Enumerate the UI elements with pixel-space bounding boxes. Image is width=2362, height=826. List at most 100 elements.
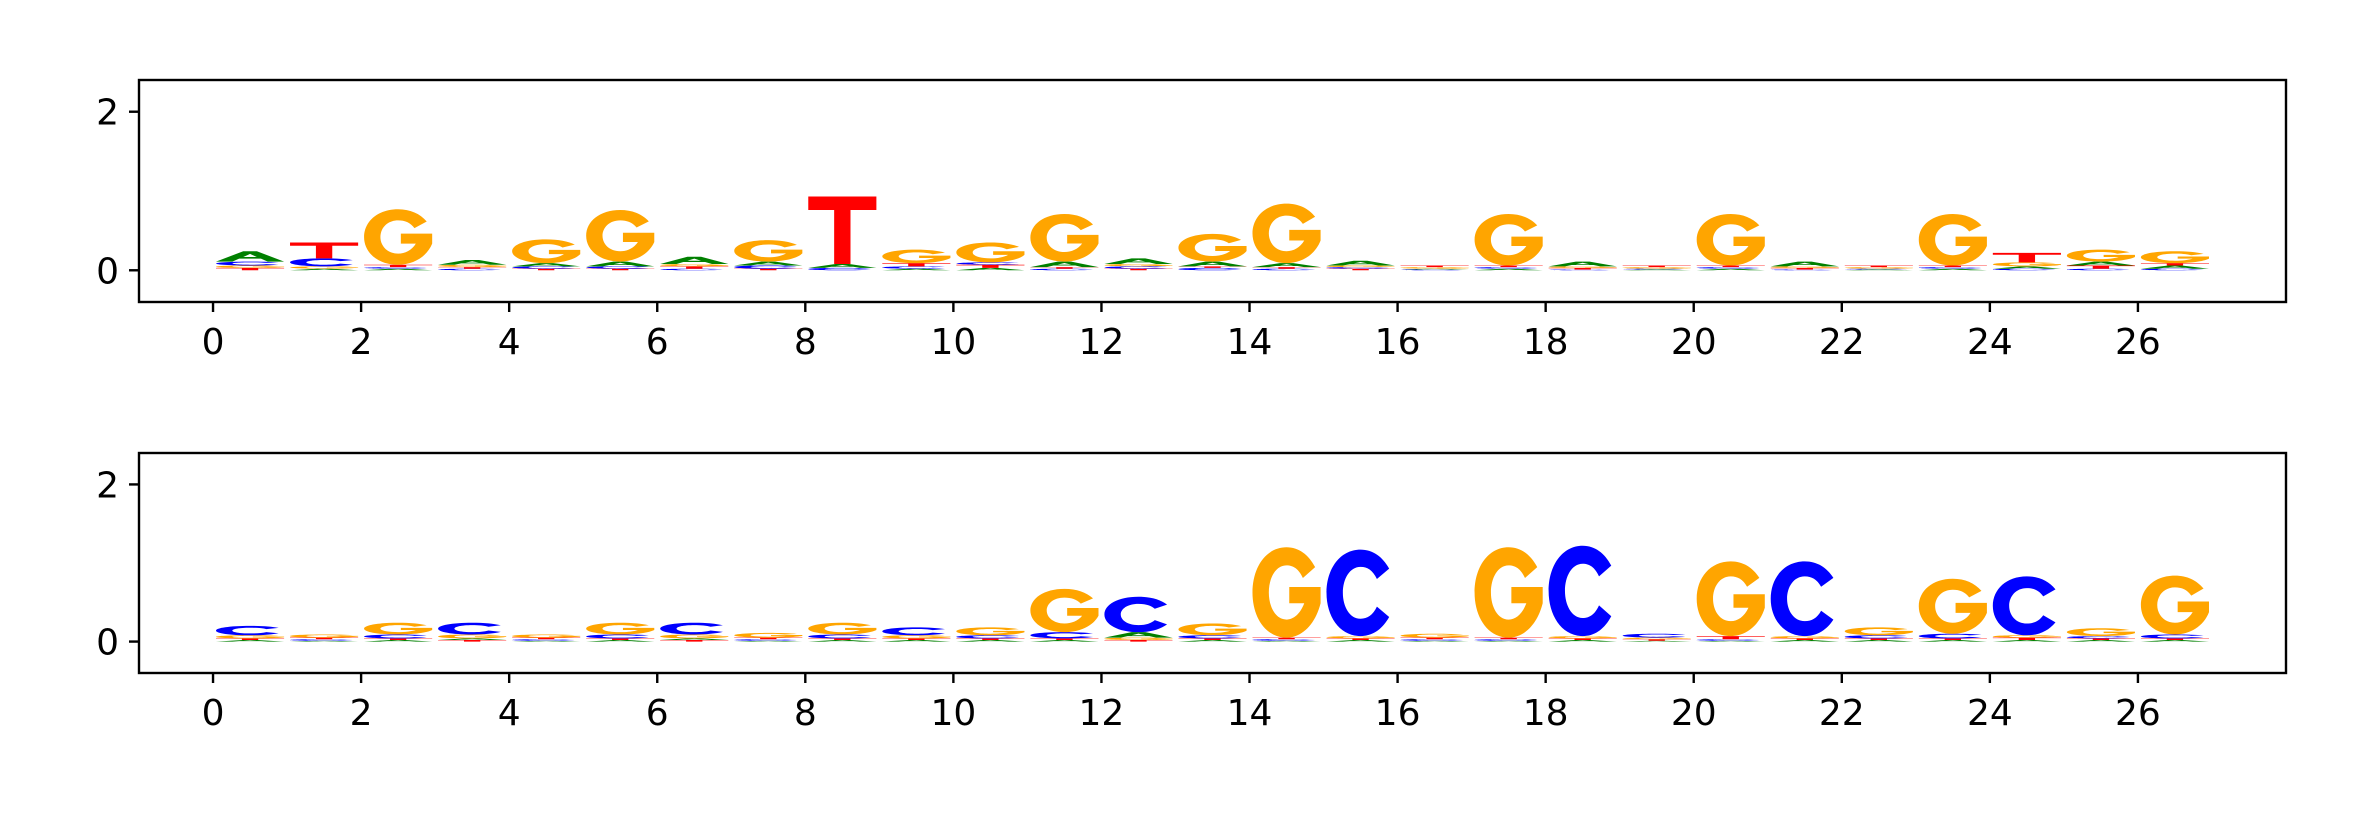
logo-letter-c (660, 622, 723, 635)
logo-letter-c (882, 266, 945, 269)
logo-letter-g (290, 634, 359, 638)
logo-letter-a (1400, 268, 1469, 270)
logo-letter-g (1918, 578, 1987, 634)
logo-letter-g (215, 635, 285, 639)
logo-letter-c (1918, 267, 1982, 269)
logo-letter-g (2140, 575, 2210, 635)
logo-letter-a (1992, 266, 2061, 269)
logo-letter-a (1252, 263, 1321, 268)
logo-letter-g (364, 622, 433, 635)
logo-letter-g (438, 634, 507, 639)
logo-letter-a (586, 640, 655, 642)
logo-letter-t (1622, 639, 1691, 641)
logo-letter-t (1104, 640, 1173, 642)
logo-letter-g (2066, 249, 2135, 262)
x-tick-label: 6 (646, 322, 669, 363)
logo-letter-g (2066, 628, 2135, 637)
logo-letter-t (2066, 638, 2135, 640)
x-tick-label: 6 (646, 693, 669, 734)
logo-letter-t (1400, 637, 1469, 640)
logo-letter-g (1548, 636, 1617, 639)
logo-letter-c (660, 268, 723, 271)
logo-letter-a (1104, 632, 1173, 638)
logo-letter-t (215, 267, 285, 271)
logo-letter-t (1992, 252, 2061, 263)
logo-letter-t (1178, 266, 1247, 268)
logo-letter-a (1326, 640, 1395, 642)
x-tick-label: 2 (350, 693, 373, 734)
x-tick-label: 0 (202, 693, 225, 734)
x-tick-label: 20 (1671, 693, 1717, 734)
logo-letter-a (438, 259, 507, 265)
logo-letter-c (364, 267, 427, 269)
logo-letter-c (1548, 545, 1612, 637)
logo-letter-g (1104, 637, 1173, 640)
logo-letter-c (1992, 268, 2056, 271)
y-axis: 02 (96, 93, 139, 292)
logo-letter-c (215, 261, 279, 266)
logo-letter-t (1992, 637, 2061, 640)
logo-letter-t (290, 242, 359, 259)
logo-letters (215, 196, 2210, 271)
logo-letter-c (1696, 267, 1760, 269)
logo-letter-a (1844, 640, 1913, 642)
logo-letter-g (956, 242, 1025, 263)
logo-letter-c (1252, 639, 1316, 641)
logo-letter-c (290, 639, 353, 641)
logo-letter-t (1252, 267, 1321, 269)
logo-letter-a (2066, 261, 2135, 266)
logo-letter-g (1252, 203, 1321, 264)
logo-letter-t (586, 268, 655, 271)
logo-letter-c (1918, 633, 1982, 639)
logo-letter-c (215, 625, 279, 636)
logo-letter-c (2066, 636, 2130, 639)
logo-letter-c (1178, 267, 1242, 271)
x-tick-label: 2 (350, 322, 373, 363)
logo-letter-c (364, 634, 427, 639)
x-tick-label: 14 (1227, 693, 1273, 734)
logo-letter-t (1918, 265, 1987, 268)
y-tick-label: 2 (96, 93, 119, 134)
x-tick-label: 22 (1819, 322, 1865, 363)
logo-letter-a (1548, 640, 1617, 642)
logo-letter-c (1992, 576, 2056, 636)
logo-letter-t (290, 637, 359, 640)
logo-letter-t (1178, 638, 1247, 640)
logo-letter-a (956, 267, 1025, 271)
logo-letter-g (1252, 547, 1321, 638)
logo-letter-a (882, 640, 951, 642)
logo-letter-g (1696, 213, 1765, 266)
logo-letter-g (1474, 213, 1543, 266)
logo-letter-a (808, 640, 877, 642)
logo-letter-t (2066, 265, 2135, 269)
logo-letter-c (1400, 269, 1464, 271)
logo-letter-c (1030, 632, 1094, 639)
logo-letter-c (1104, 266, 1168, 269)
x-tick-label: 10 (930, 693, 976, 734)
x-tick-label: 10 (930, 322, 976, 363)
logo-letter-g (1178, 233, 1247, 262)
logo-letter-a (808, 263, 877, 268)
y-tick-label: 0 (96, 623, 119, 664)
logo-letter-t (1770, 267, 1839, 270)
logo-letter-t (660, 640, 729, 642)
x-tick-label: 16 (1375, 322, 1421, 363)
logo-letter-a (1178, 261, 1247, 267)
logo-letter-c (290, 258, 353, 267)
logo-letter-t (215, 638, 285, 640)
logo-letter-g (660, 634, 729, 639)
x-tick-label: 18 (1523, 322, 1569, 363)
x-axis: 0 2 4 6 8 10 12 14 16 18 20 22 24 26 (202, 673, 2161, 734)
logo-letter-a (1992, 640, 2061, 642)
logo-letter-g (1622, 267, 1691, 269)
logo-letter-t (1622, 265, 1691, 268)
logo-letter-c (1104, 596, 1168, 633)
x-tick-label: 18 (1523, 693, 1569, 734)
logo-letter-g (1400, 633, 1469, 638)
logo-letter-a (1400, 640, 1469, 642)
logo-letter-t (808, 196, 877, 264)
logo-letter-c (1474, 639, 1538, 641)
x-tick-label: 22 (1819, 693, 1865, 734)
logo-letter-c (1400, 639, 1464, 641)
logo-letter-a (1252, 640, 1321, 642)
